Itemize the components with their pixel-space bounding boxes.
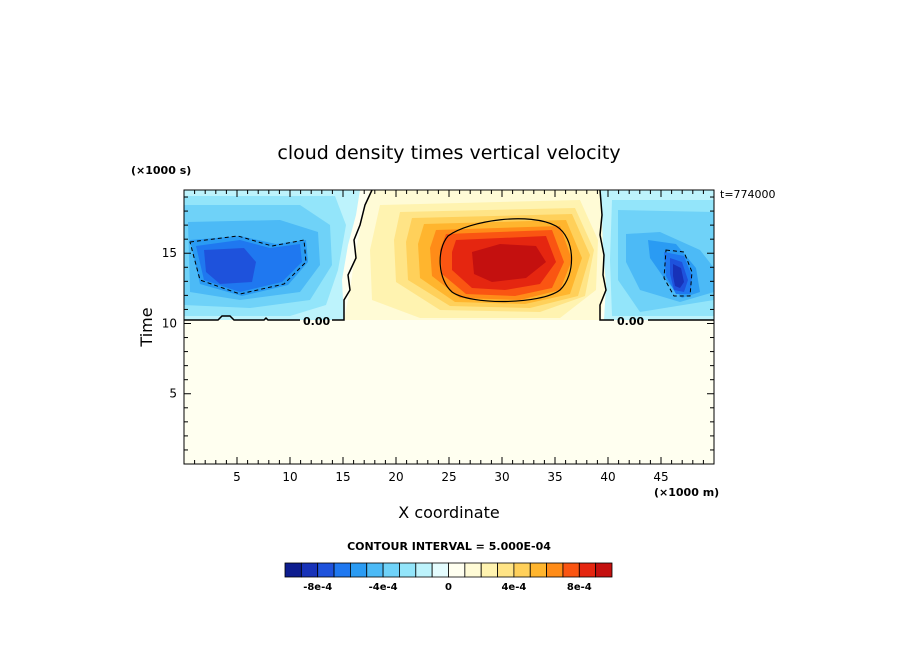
x-tick-label: 35 (547, 470, 562, 484)
colorbar-swatch (349, 562, 368, 578)
y-tick-label: 15 (162, 246, 177, 260)
x-units-label: (×1000 m) (654, 486, 719, 499)
x-tick-label: 25 (441, 470, 456, 484)
colorbar-swatch (333, 562, 351, 578)
colorbar-swatch (480, 562, 498, 578)
colorbar-swatch (448, 562, 466, 578)
colorbar-swatch (300, 562, 319, 578)
x-axis-ticks: 5 10 15 20 25 30 35 40 45 (194, 190, 704, 484)
zero-contour-label-right: 0.00 (617, 315, 644, 328)
x-tick-label: 5 (233, 470, 241, 484)
time-annotation: t=774000 (720, 188, 776, 201)
x-tick-label: 10 (282, 470, 297, 484)
y-units-label: (×1000 s) (131, 164, 191, 177)
colorbar-swatch (464, 562, 482, 578)
colorbar-swatch (595, 562, 613, 578)
colorbar-swatch (546, 562, 564, 578)
x-tick-label: 15 (335, 470, 350, 484)
heatmap-field (184, 190, 714, 464)
colorbar-swatch (513, 562, 531, 578)
colorbar: -8e-4 -4e-4 0 4e-4 8e-4 (284, 562, 613, 593)
colorbar-swatch (431, 562, 449, 578)
x-axis-label: X coordinate (398, 503, 499, 522)
left-negative-cell (184, 190, 360, 320)
right-negative-cell (600, 190, 714, 320)
colorbar-tick-label: 0 (445, 582, 452, 593)
colorbar-swatch (529, 562, 548, 578)
colorbar-swatch (366, 562, 384, 578)
colorbar-swatch (562, 562, 580, 578)
contour-interval-label: CONTOUR INTERVAL = 5.000E-04 (347, 540, 551, 553)
x-tick-label: 40 (600, 470, 615, 484)
zero-contour-label-left: 0.00 (303, 315, 330, 328)
colorbar-swatch (415, 562, 433, 578)
zero-contours (184, 190, 714, 321)
colorbar-swatch (399, 562, 417, 578)
y-axis-ticks: 5 10 15 (162, 196, 714, 451)
colorbar-swatch (497, 562, 515, 578)
colorbar-tick-label: -4e-4 (369, 582, 398, 593)
y-axis-label: Time (137, 307, 156, 347)
chart-title: cloud density times vertical velocity (277, 142, 620, 164)
colorbar-tick-label: 4e-4 (501, 582, 526, 593)
colorbar-swatch (284, 562, 302, 578)
center-positive-cell (344, 190, 606, 320)
y-tick-label: 10 (162, 316, 177, 330)
colorbar-swatch (578, 562, 597, 578)
y-tick-label: 5 (169, 387, 177, 401)
colorbar-tick-label: -8e-4 (303, 582, 332, 593)
x-tick-label: 45 (653, 470, 668, 484)
colorbar-tick-label: 8e-4 (567, 582, 592, 593)
x-tick-label: 20 (388, 470, 403, 484)
colorbar-swatch (382, 562, 400, 578)
colorbar-swatch (317, 562, 335, 578)
x-tick-label: 30 (494, 470, 509, 484)
